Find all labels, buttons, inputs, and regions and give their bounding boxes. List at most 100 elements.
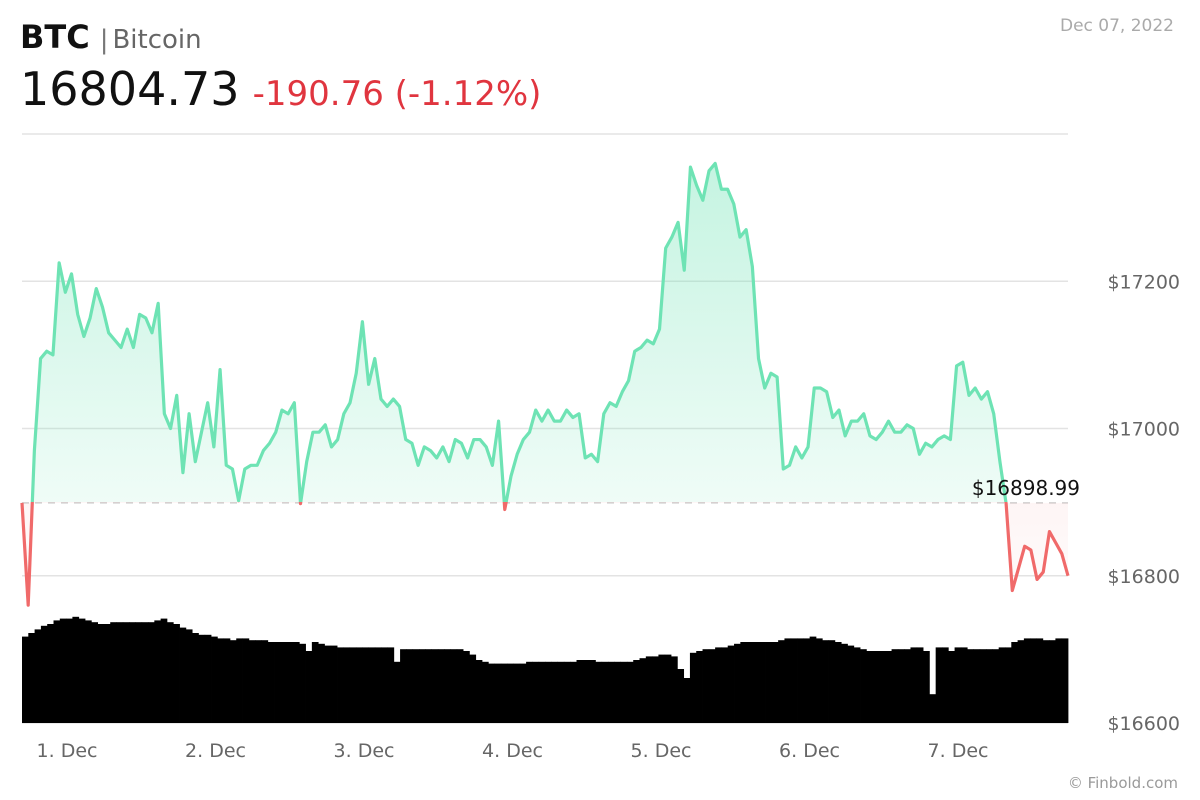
volume-bar [973, 649, 981, 723]
volume-bar [324, 645, 332, 723]
x-tick-label: 5. Dec [631, 740, 692, 762]
price-change: -190.76 (-1.12%) [252, 74, 542, 114]
volume-bar [362, 647, 369, 723]
volume-bar [236, 638, 243, 723]
volume-bar [828, 640, 836, 723]
volume-bar [734, 643, 741, 723]
volume-bar [809, 636, 817, 723]
price-line-down [20, 502, 1070, 607]
volume-bar [532, 661, 540, 723]
area-above-reference [32, 163, 1006, 502]
volume-bar [765, 642, 773, 723]
volume-bar [570, 661, 577, 723]
volume-bar [1023, 638, 1031, 723]
volume-bar [822, 640, 829, 723]
volume-bar [34, 629, 42, 723]
chart-date: Dec 07, 2022 [1059, 16, 1174, 36]
volume-bar [872, 651, 880, 723]
volume-bar [305, 651, 313, 723]
volume-bar [608, 661, 615, 723]
volume-bar [545, 661, 552, 723]
volume-bar [601, 661, 609, 723]
y-tick-label: $17000 [1107, 419, 1180, 441]
volume-bar [526, 661, 533, 723]
volume-bar [557, 661, 565, 723]
volume-bar [78, 618, 86, 723]
volume-bar [658, 654, 666, 723]
volume-bar [343, 647, 351, 723]
volume-bar [381, 647, 388, 723]
volume-bar [154, 620, 162, 723]
volume-bar [223, 638, 231, 723]
volume-bar [967, 649, 974, 723]
volume-bar [904, 649, 911, 723]
volume-bar [141, 622, 149, 723]
volume-bar [97, 624, 105, 723]
volume-bar [135, 622, 143, 723]
volume-bar [59, 618, 67, 723]
volume-bar [853, 647, 861, 723]
volume-bar [1042, 640, 1050, 723]
volume-bar [1055, 638, 1063, 723]
y-tick-label: $16600 [1107, 713, 1180, 735]
volume-bar [148, 622, 155, 723]
volume-bar [979, 649, 987, 723]
volume-bar [790, 638, 798, 723]
volume-bar [507, 663, 514, 723]
volume-bar [1030, 638, 1037, 723]
volume-bar [620, 661, 628, 723]
x-tick-label: 3. Dec [334, 740, 395, 762]
volume-bar [897, 649, 905, 723]
volume-bar [664, 654, 672, 723]
volume-bar [1004, 647, 1012, 723]
volume-bar [1036, 638, 1044, 723]
volume-bar [47, 624, 54, 723]
x-tick-label: 7. Dec [928, 740, 989, 762]
source-credit: © Finbold.com [1067, 774, 1178, 792]
volume-bar [815, 638, 823, 723]
volume-bar [217, 638, 225, 723]
volume-bar [292, 642, 300, 723]
volume-bar [595, 661, 603, 723]
volume-bar [778, 640, 785, 723]
volume-bar [847, 645, 855, 723]
volume-bar [721, 647, 729, 723]
volume-bar [614, 661, 622, 723]
volume-bar [538, 661, 546, 723]
volume-bar [116, 622, 124, 723]
volume-bar [986, 649, 993, 723]
volume-bar [103, 624, 111, 723]
volume-bar [1017, 640, 1025, 723]
x-tick-label: 4. Dec [482, 740, 543, 762]
volume-bar [129, 622, 136, 723]
volume-bar [992, 649, 1000, 723]
volume-bar [519, 663, 527, 723]
volume-bar [923, 651, 930, 723]
volume-bar [179, 627, 187, 723]
volume-bar [513, 663, 521, 723]
volume-bar [22, 636, 29, 723]
volume-bar [784, 638, 792, 723]
area-below-reference [22, 502, 1068, 606]
volume-bar [173, 624, 180, 723]
volume-bar [797, 638, 804, 723]
volume-bar [727, 645, 735, 723]
ticker-title: BTC | Bitcoin [20, 18, 202, 56]
volume-bar [166, 622, 174, 723]
volume-bar [349, 647, 357, 723]
volume-bar [400, 649, 407, 723]
y-tick-label: $17200 [1107, 271, 1180, 293]
volume-bar [374, 647, 382, 723]
asset-name: Bitcoin [112, 25, 202, 55]
volume-bar [1049, 640, 1056, 723]
volume-bar [488, 663, 495, 723]
volume-bar [406, 649, 414, 723]
volume-bar [1061, 638, 1069, 723]
volume-bar [1011, 642, 1018, 723]
volume-bar [437, 649, 445, 723]
volume-bar [255, 640, 262, 723]
volume-bar [192, 633, 199, 723]
volume-bar [185, 629, 193, 723]
volume-bar [469, 654, 477, 723]
